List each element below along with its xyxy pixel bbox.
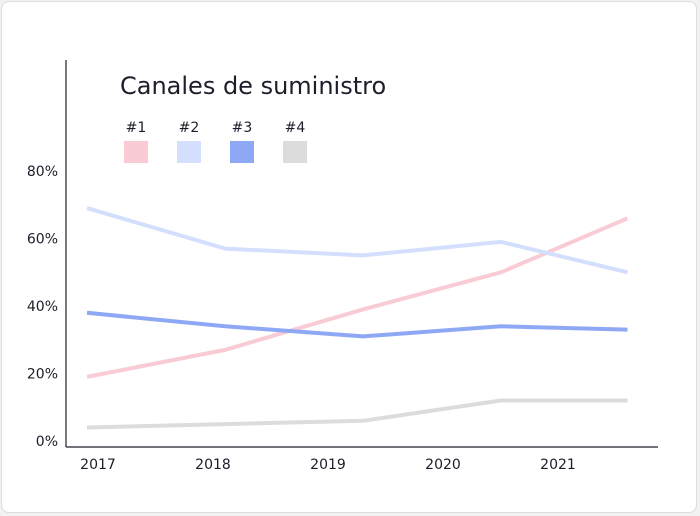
legend-label: #4 [285,120,306,136]
x-tick-label: 2021 [540,457,576,473]
legend-label: #3 [232,120,253,136]
legend-swatch [177,141,201,163]
x-tick-label: 2020 [425,457,461,473]
x-tick-label: 2019 [310,457,346,473]
x-tick-label: 2018 [195,457,231,473]
series-line-1 [86,216,629,379]
series-line-4 [86,398,628,430]
x-tick-label: 2017 [80,457,116,473]
legend-label: #2 [179,120,200,136]
legend-swatch [283,141,307,163]
y-tick-label: 60% [27,232,58,248]
plot-area [86,206,629,430]
legend-swatch [124,141,148,163]
legend-label: #1 [126,120,147,136]
series-line-3 [86,310,628,339]
y-tick-label: 80% [27,164,58,180]
chart-title: Canales de suministro [120,72,386,100]
series-line-2 [86,206,628,275]
chart-legend: #1 #2 #3 #4 [124,120,307,163]
y-tick-label: 20% [27,367,58,383]
chart-axes: 0% 20% 40% 60% 80% 2017 2018 2019 2020 2021 [27,60,658,473]
y-tick-label: 0% [36,434,58,450]
y-tick-label: 40% [27,299,58,315]
legend-swatch [230,141,254,163]
